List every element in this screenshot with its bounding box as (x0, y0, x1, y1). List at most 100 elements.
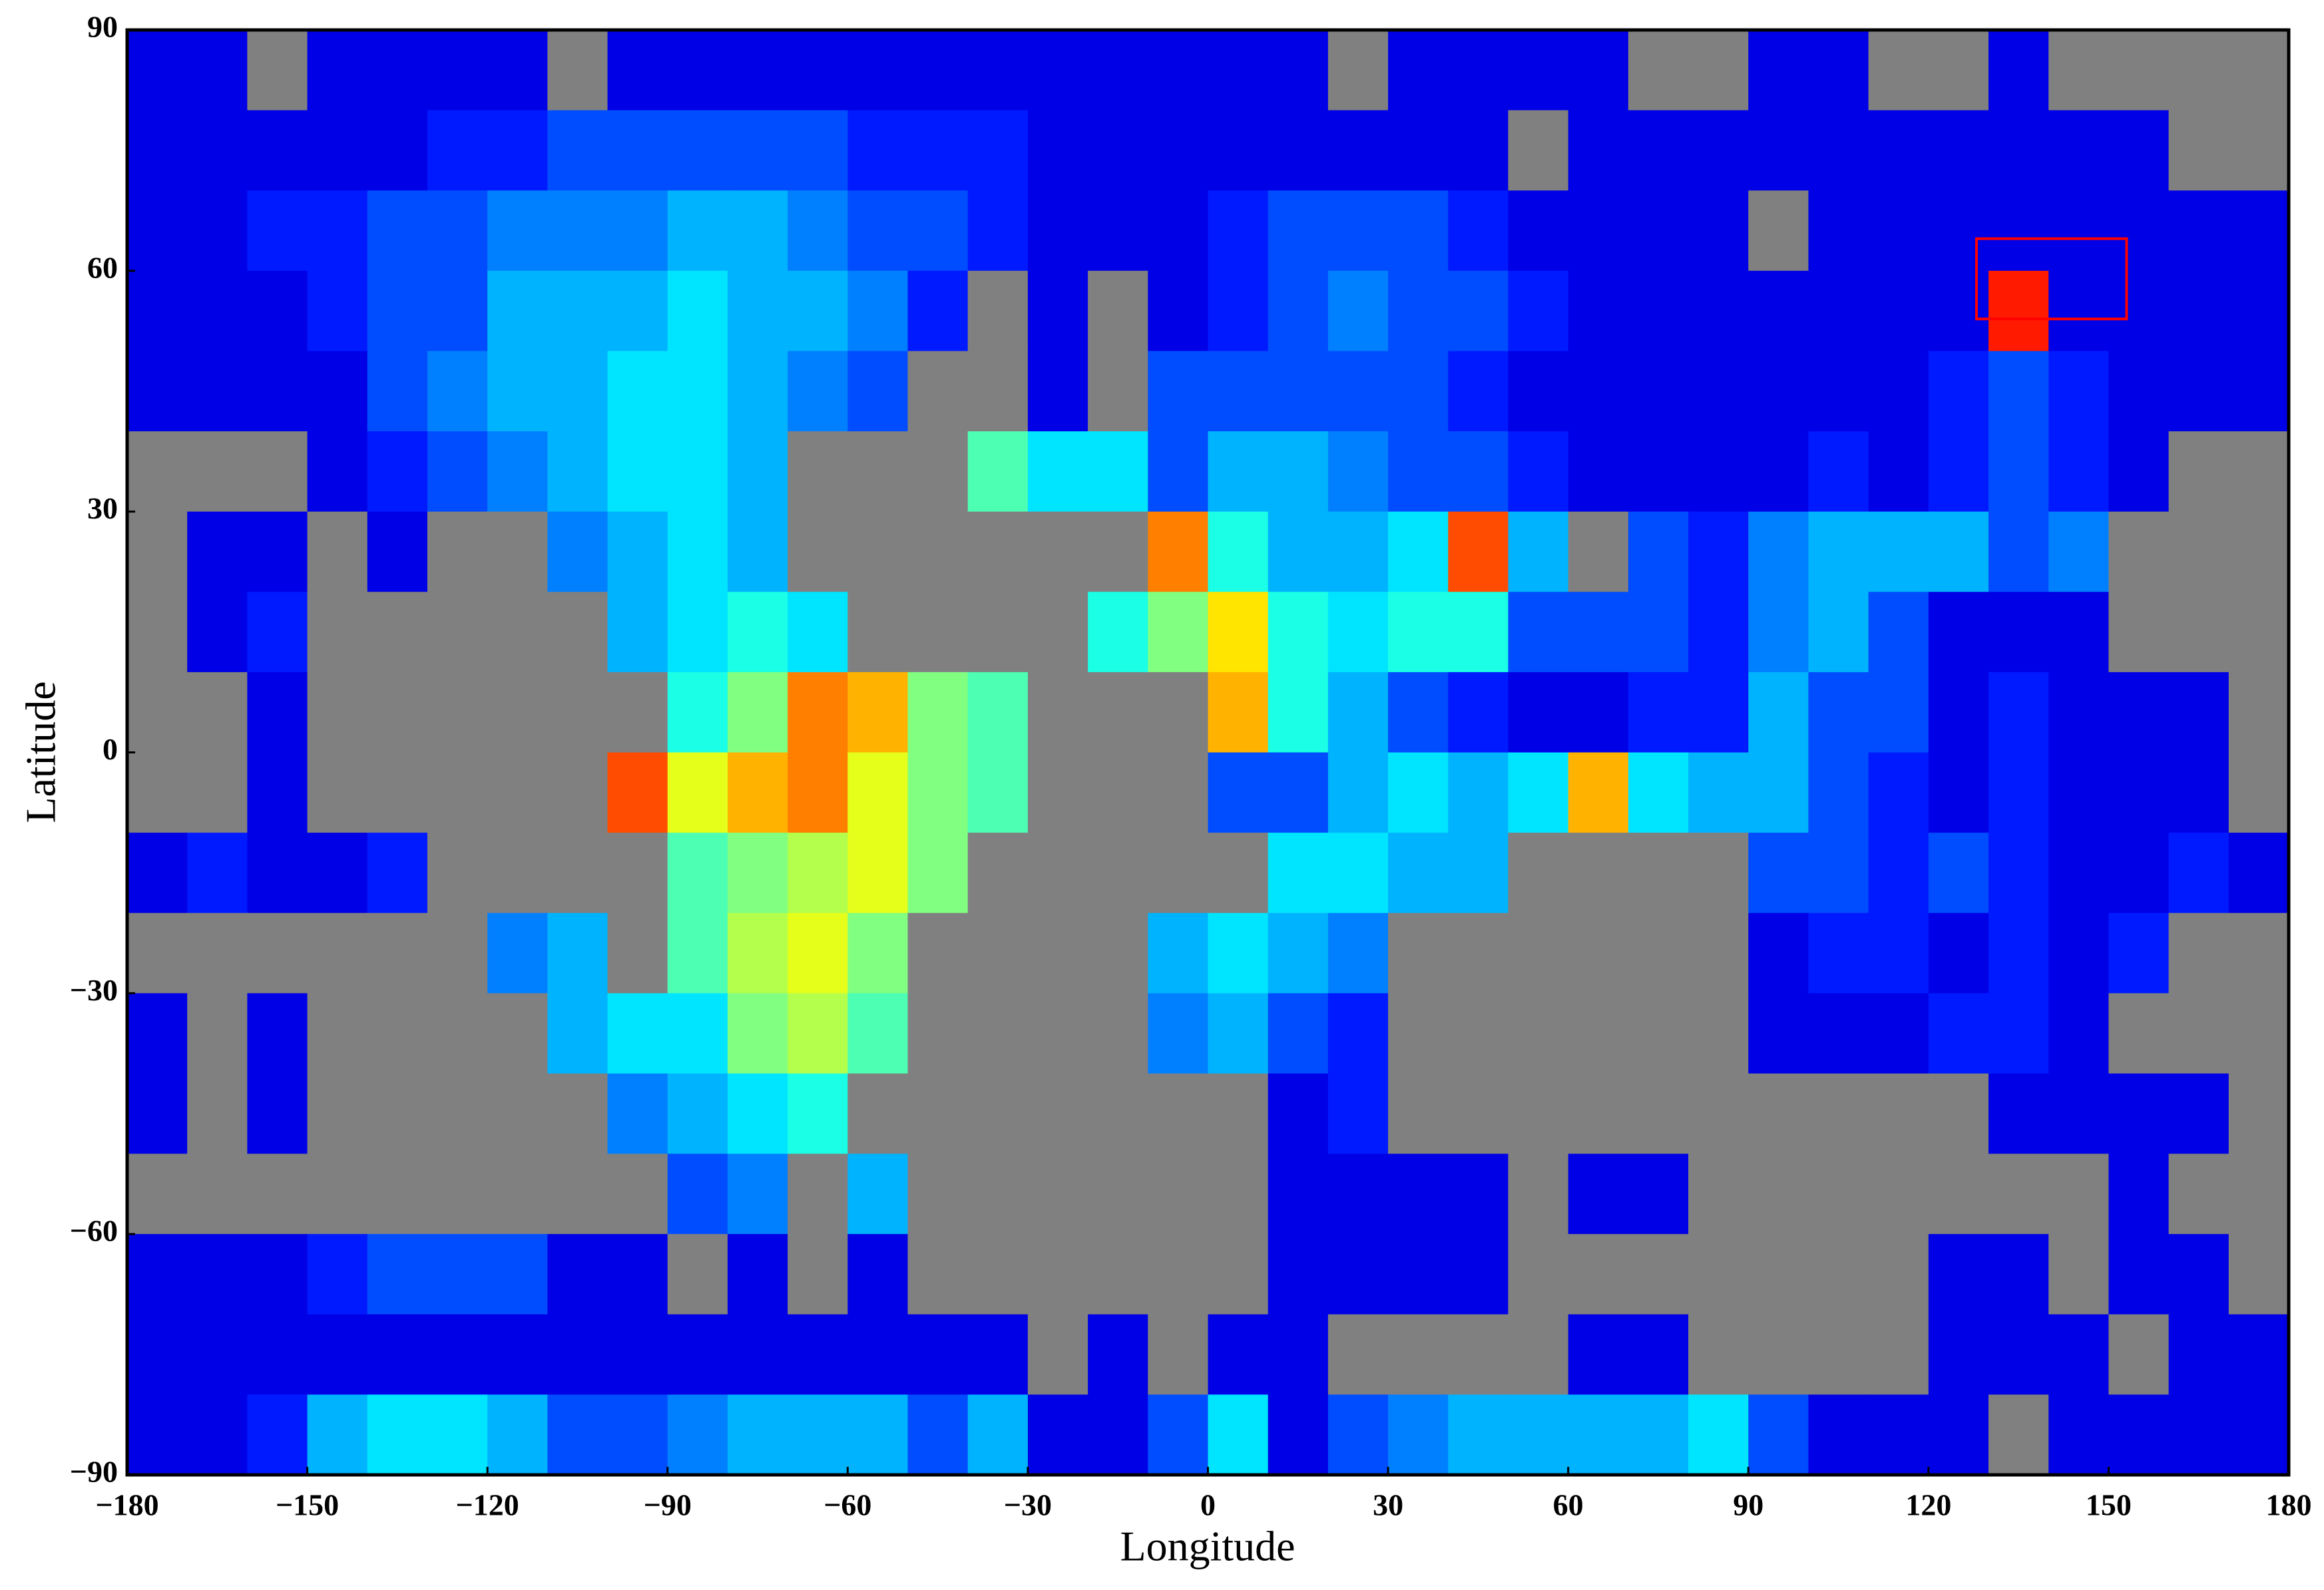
heat-cell (2228, 1073, 2289, 1155)
heat-cell (1268, 1394, 1329, 1476)
heat-cell (1808, 752, 1869, 833)
x-tick-label: 60 (1553, 1488, 1584, 1522)
heat-cell (847, 1314, 909, 1395)
heat-cell (1388, 511, 1449, 592)
heat-cell (1628, 912, 1689, 994)
heat-cell (1688, 912, 1749, 994)
heat-cell (727, 1073, 788, 1155)
heat-cell (788, 1234, 848, 1315)
heat-cell (1988, 351, 2049, 432)
heat-cell (1868, 30, 1929, 111)
heat-cell (1628, 1394, 1689, 1476)
heat-cell (187, 672, 248, 753)
heat-cell (667, 110, 728, 191)
heat-cell (1148, 993, 1209, 1074)
heat-cell (1268, 993, 1329, 1074)
heat-cell (2108, 592, 2170, 673)
heat-cell (1148, 1234, 1209, 1315)
heat-cell (1388, 431, 1449, 512)
heat-cell (967, 1153, 1029, 1235)
heat-cell (607, 1153, 668, 1235)
heat-cell (1628, 30, 1689, 111)
heat-cell (1568, 431, 1629, 512)
heat-cell (1388, 993, 1449, 1074)
heat-cell (1628, 110, 1689, 191)
heat-cell (127, 270, 188, 352)
heat-cell (1868, 993, 1929, 1074)
heat-cell (307, 431, 368, 512)
heat-cell (127, 672, 188, 753)
heat-cell (1688, 1234, 1749, 1315)
heat-cell (367, 592, 428, 673)
heat-cell (367, 431, 428, 512)
heat-cell (1928, 1394, 1989, 1476)
heat-cell (127, 431, 188, 512)
heat-cell (1448, 1073, 1509, 1155)
heat-cell (487, 270, 548, 352)
heat-cell (847, 351, 909, 432)
heat-cell (367, 270, 428, 352)
heat-cell (547, 30, 608, 111)
heat-cell (247, 592, 308, 673)
heat-cell (788, 592, 848, 673)
heat-cell (1868, 511, 1929, 592)
heat-cell (1508, 993, 1569, 1074)
heat-cell (607, 1314, 668, 1395)
heat-cell (1088, 592, 1148, 673)
heat-cell (427, 1073, 488, 1155)
heat-cell (307, 30, 368, 111)
heat-cell (607, 1073, 668, 1155)
heat-cell (1748, 1394, 1809, 1476)
heat-cell (187, 752, 248, 833)
heat-cell (1208, 270, 1269, 352)
heat-cell (907, 1073, 969, 1155)
heat-cell (487, 993, 548, 1074)
heat-cell (607, 833, 668, 914)
heat-cell (2168, 672, 2229, 753)
heat-cell (307, 110, 368, 191)
heat-cell (1568, 833, 1629, 914)
heat-cell (1928, 190, 1989, 272)
heat-cell (187, 1234, 248, 1315)
heat-cell (2108, 1314, 2170, 1395)
heat-cell (1688, 110, 1749, 191)
heat-cell (367, 110, 428, 191)
heat-cell (547, 672, 608, 753)
heat-cell (2168, 270, 2229, 352)
heat-cell (1688, 833, 1749, 914)
heat-cell (1448, 912, 1509, 994)
heat-cell (1748, 351, 1809, 432)
heat-cell (307, 511, 368, 592)
heat-cell (1208, 592, 1269, 673)
heat-cell (1868, 833, 1929, 914)
heat-cell (1088, 1394, 1148, 1476)
heat-cell (1508, 431, 1569, 512)
heat-cell (607, 1234, 668, 1315)
heat-cell (1748, 270, 1809, 352)
heat-cell (1928, 1153, 1989, 1235)
x-tick-label: 0 (1200, 1488, 1216, 1522)
heat-cell (247, 30, 308, 111)
heat-cell (1388, 752, 1449, 833)
heat-cell (367, 511, 428, 592)
heat-cell (1568, 190, 1629, 272)
heat-cell (1688, 752, 1749, 833)
heat-cell (847, 752, 909, 833)
heat-cell (2108, 1234, 2170, 1315)
heat-cell (1088, 912, 1148, 994)
heat-cell (907, 511, 969, 592)
heat-cell (727, 190, 788, 272)
heat-cell (1868, 752, 1929, 833)
heat-cell (307, 1234, 368, 1315)
heat-cell (1148, 833, 1209, 914)
heat-cell (1208, 672, 1269, 753)
heat-cell (1748, 110, 1809, 191)
heat-cell (127, 30, 188, 111)
heat-cell (1568, 1234, 1629, 1315)
axes-layer: −180 −150 −120 −90 −60 −30 0 30 60 90 120 150 180 90 6… (70, 10, 2312, 1522)
heat-cell (547, 190, 608, 272)
heat-cell (1268, 833, 1329, 914)
heat-cell (1027, 110, 1088, 191)
heat-cell (1148, 912, 1209, 994)
